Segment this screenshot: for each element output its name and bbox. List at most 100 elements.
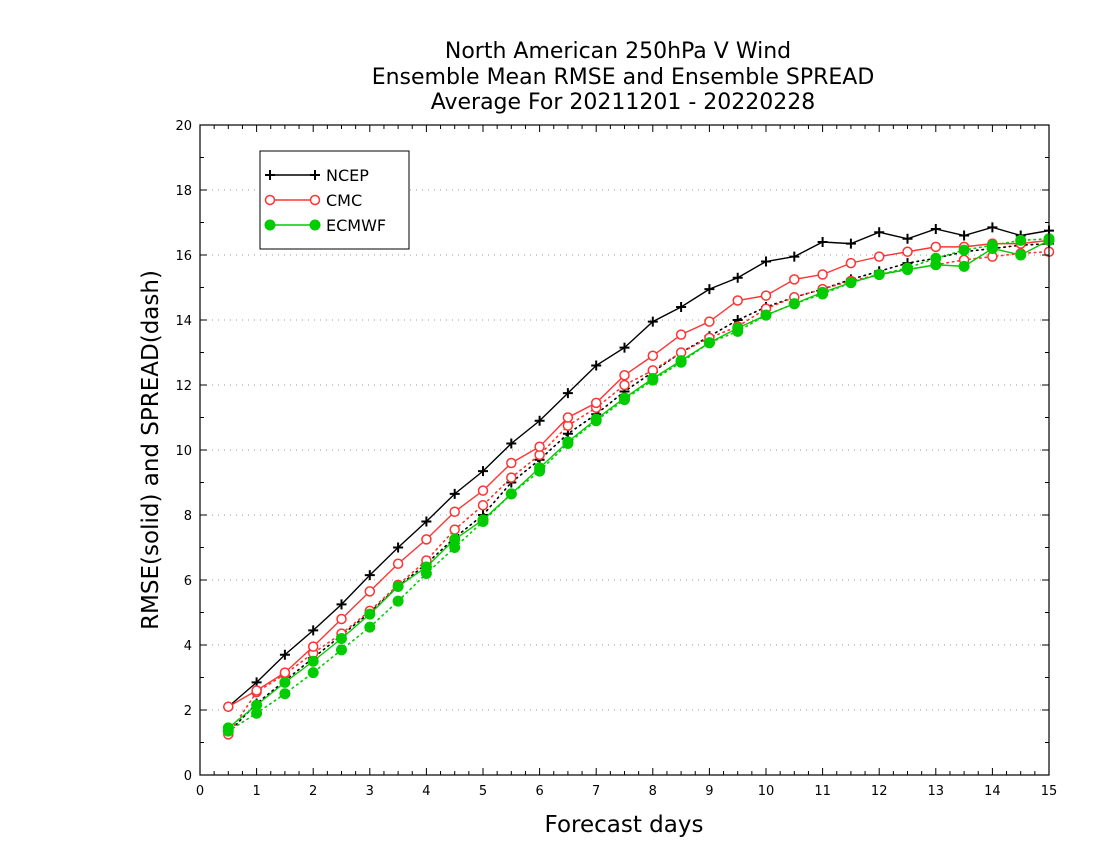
- rmse-point: [703, 337, 715, 349]
- rmse-point: [986, 243, 998, 254]
- rmse-point: [307, 641, 319, 652]
- rmse-point: [845, 277, 857, 289]
- rmse-point: [562, 388, 573, 399]
- plot-series: [222, 222, 1055, 740]
- legend-item-cmc: CMC: [264, 191, 362, 210]
- rmse-point: [902, 246, 913, 257]
- rmse-point: [873, 269, 885, 280]
- rmse-point: [902, 233, 913, 244]
- rmse-point: [647, 373, 659, 384]
- rmse-point: [930, 224, 941, 234]
- rmse-point: [675, 329, 687, 340]
- spread-point: [336, 644, 347, 656]
- y-axis-label: RMSE(solid) and SPREAD(dash): [138, 270, 164, 630]
- rmse-point: [251, 685, 262, 696]
- x-tick-label: 15: [1041, 784, 1058, 799]
- rmse-point: [279, 667, 291, 678]
- x-tick-label: 6: [535, 784, 543, 799]
- legend-marker: [264, 194, 276, 206]
- rmse-point: [590, 413, 602, 425]
- rmse-line-ecmwf: [227, 239, 1050, 729]
- rmse-point: [562, 436, 574, 448]
- legend-label: CMC: [326, 191, 362, 210]
- y-tick-label: 10: [175, 444, 192, 459]
- legend-item-ncep: NCEP: [265, 166, 369, 185]
- x-tick-label: 5: [479, 784, 487, 799]
- rmse-point: [930, 259, 942, 271]
- rmse-point: [336, 633, 347, 644]
- rmse-point: [392, 581, 404, 592]
- legend-marker: [264, 219, 276, 231]
- x-tick-label: 9: [705, 784, 713, 799]
- y-tick-label: 4: [184, 639, 192, 654]
- rmse-point: [817, 286, 829, 298]
- y-tick-label: 6: [184, 574, 192, 589]
- rmse-point: [619, 370, 630, 381]
- series-cmc: [223, 235, 1055, 740]
- rmse-point: [506, 457, 517, 469]
- x-tick-label: 4: [422, 784, 430, 799]
- rmse-point: [279, 676, 291, 688]
- y-axis: 0 2 4 6 8 10 12 14 16 18 20: [175, 119, 1049, 784]
- series-ecmwf: [222, 233, 1055, 737]
- x-tick-label: 12: [871, 784, 888, 799]
- rmse-point: [534, 415, 545, 426]
- rmse-point: [647, 350, 659, 361]
- rmse-point: [449, 506, 460, 517]
- x-tick-label: 2: [309, 784, 317, 799]
- rmse-point: [874, 227, 885, 238]
- rmse-point: [534, 441, 545, 452]
- rmse-point: [364, 570, 375, 581]
- x-tick-label: 8: [649, 784, 657, 799]
- y-tick-label: 18: [175, 184, 192, 199]
- x-tick-label: 10: [758, 784, 775, 799]
- rmse-point: [873, 251, 885, 262]
- x-tick-label: 13: [928, 784, 945, 799]
- y-tick-label: 20: [175, 119, 192, 134]
- rmse-point: [704, 316, 715, 327]
- rmse-point: [619, 342, 630, 353]
- spread-point: [449, 524, 460, 535]
- rmse-point: [789, 251, 800, 262]
- title-line-1: North American 250hPa V Wind: [445, 39, 791, 64]
- rmse-point: [902, 264, 913, 276]
- x-tick-label: 7: [592, 784, 600, 799]
- legend: NCEP CMC ECMWF: [259, 150, 410, 250]
- legend-label: NCEP: [326, 166, 369, 185]
- rmse-point: [987, 222, 998, 233]
- x-tick-label: 1: [252, 784, 260, 799]
- rmse-point: [1015, 249, 1027, 261]
- legend-item-ecmwf: ECMWF: [264, 216, 386, 235]
- rmse-point: [647, 316, 658, 327]
- spread-point: [364, 621, 376, 633]
- y-tick-label: 14: [175, 314, 192, 329]
- y-tick-label: 16: [175, 249, 192, 264]
- rmse-point: [449, 533, 461, 545]
- rmse-point: [619, 392, 630, 404]
- y-tick-label: 0: [184, 769, 192, 784]
- rmse-point: [562, 412, 574, 423]
- rmse-point: [420, 561, 432, 573]
- rmse-point: [789, 274, 800, 285]
- spread-point: [506, 472, 517, 483]
- y-tick-label: 12: [175, 379, 192, 394]
- rmse-point: [817, 269, 828, 280]
- legend-marker: [265, 170, 275, 180]
- rmse-point: [336, 613, 347, 625]
- rmse-point: [478, 466, 488, 477]
- rmse-point: [732, 272, 743, 283]
- rmse-point: [959, 230, 970, 241]
- rmse-point: [704, 284, 715, 295]
- chart-title: North American 250hPa V Wind Ensemble Me…: [372, 39, 875, 115]
- title-line-2: Ensemble Mean RMSE and Ensemble SPREAD: [372, 65, 875, 90]
- rmse-point: [222, 722, 234, 734]
- legend-marker: [309, 219, 321, 231]
- rmse-point: [675, 355, 687, 367]
- y-tick-label: 2: [184, 704, 192, 719]
- rmse-point: [788, 298, 800, 310]
- rmse-point: [505, 488, 517, 500]
- x-axis: 0 1 2 3 4 5 6 7 8 9 10 11 12 13 14 15: [196, 125, 1057, 799]
- rmse-line-cmc: [227, 239, 1050, 708]
- legend-box: [259, 150, 410, 250]
